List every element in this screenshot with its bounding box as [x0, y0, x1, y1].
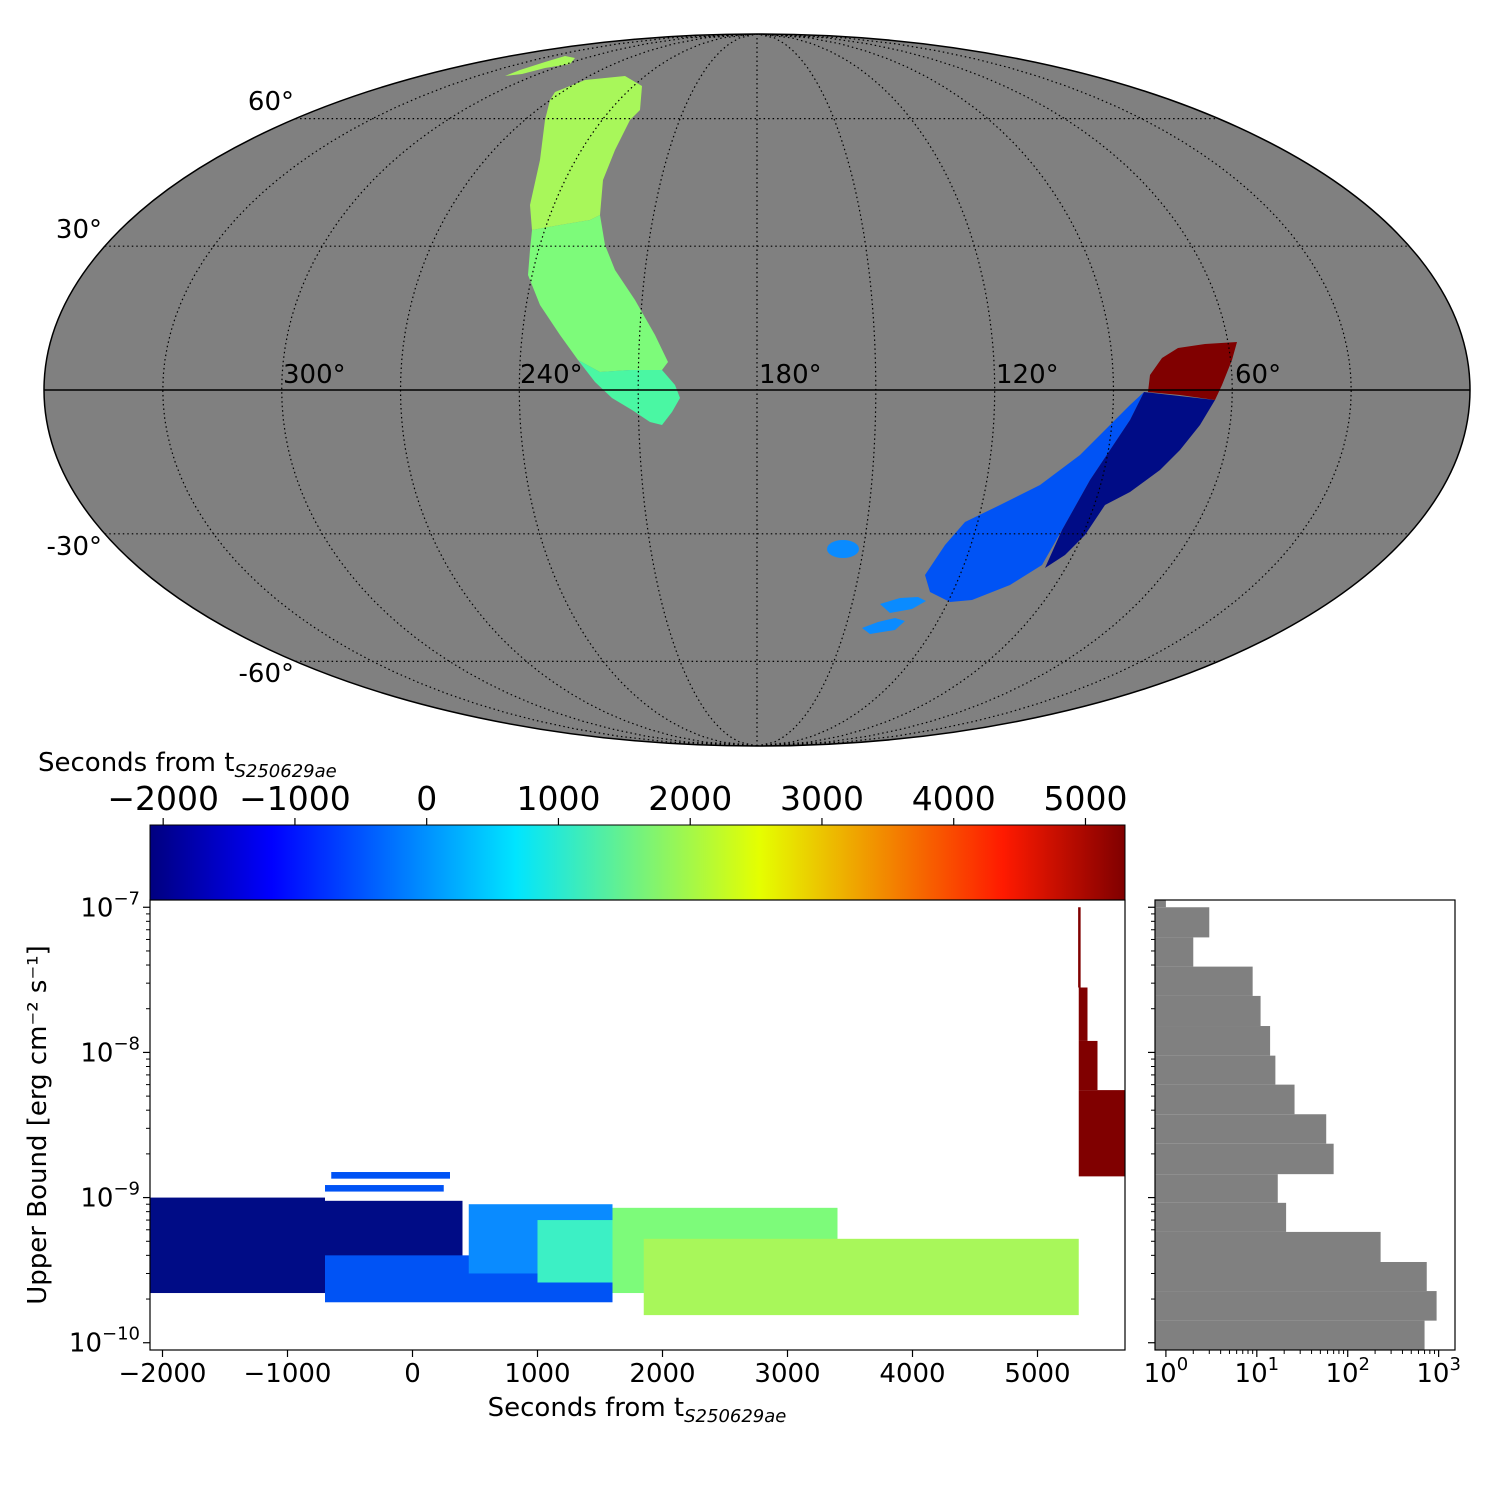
time-window-band: [1078, 1040, 1098, 1091]
histogram-bar: [1155, 1084, 1295, 1115]
hist-x-ticks: 100 101 102 103: [1144, 1350, 1461, 1389]
region-north-upper: [530, 76, 642, 230]
y-tick-label: 10−9: [80, 1179, 140, 1214]
meridian-line: [756, 34, 1352, 746]
lat-label-60: 60°: [248, 87, 294, 117]
histogram-panel: 100 101 102 103: [1144, 899, 1461, 1389]
main-y-ticks: 10−7 10−8 10−9 10−10: [69, 888, 150, 1359]
lon-label-180: 180°: [759, 360, 822, 390]
colorbar-tick-label: 5000: [1043, 779, 1127, 818]
main-plot-frame: [149, 899, 1126, 1351]
region-south-main: [925, 392, 1144, 602]
region-north-top: [505, 56, 575, 76]
lon-label-240: 240°: [520, 360, 583, 390]
histogram-bar: [1155, 900, 1166, 908]
x-tick-label: −1000: [244, 1359, 332, 1389]
map-coordinate-labels: 300° 240° 180° 120° 60° 60° 30° -30° -60…: [47, 87, 1282, 689]
region-south-dark: [1045, 392, 1215, 568]
histogram-bar: [1155, 937, 1194, 967]
histogram-bar: [1155, 1231, 1381, 1262]
time-window-band: [150, 1197, 325, 1294]
time-window-band: [1078, 907, 1081, 988]
lon-label-300: 300°: [283, 360, 346, 390]
colorbar-tick-label: 4000: [912, 779, 996, 818]
colorbar-tick-label: −1000: [239, 779, 351, 818]
x-tick-label: 1000: [504, 1359, 570, 1389]
time-flux-bands: [150, 907, 1125, 1316]
histogram-bar: [1155, 1291, 1437, 1321]
x-tick-label: −2000: [119, 1359, 207, 1389]
colorbar-ticks: −2000 −1000 0 1000 2000 3000 4000 5000: [107, 779, 1127, 825]
region-small-patch: [827, 540, 859, 558]
colorbar-tick-label: 2000: [648, 779, 732, 818]
lat-label-minus30: -30°: [47, 532, 102, 562]
sky-map: 300° 240° 180° 120° 60° 60° 30° -30° -60…: [43, 33, 1471, 747]
colorbar-tick-label: 3000: [780, 779, 864, 818]
main-y-axis-label: Upper Bound [erg cm⁻² s⁻¹]: [23, 945, 53, 1304]
region-south-sliver-2: [862, 618, 905, 634]
histogram-bar: [1155, 995, 1261, 1027]
histogram-bar: [1155, 1143, 1334, 1175]
main-x-ticks: −2000 −1000 0 1000 2000 3000 4000 5000: [119, 1350, 1071, 1389]
x-tick-label: 2000: [629, 1359, 695, 1389]
y-tick-label: 10−7: [80, 888, 140, 923]
hist-x-tick-label: 101: [1235, 1354, 1280, 1389]
x-tick-label: 3000: [754, 1359, 820, 1389]
region-south-sliver-1: [880, 597, 926, 613]
hist-plot-frame: [1154, 899, 1456, 1351]
time-window-band: [643, 1238, 1079, 1316]
region-north-lower: [578, 360, 680, 425]
histogram-bar: [1155, 1202, 1287, 1232]
colorbar: Seconds from tS250629ae −2000 −1000 0 1000 2…: [38, 748, 1127, 901]
histogram-bars: [1155, 900, 1437, 1350]
hist-x-tick-label: 103: [1416, 1354, 1461, 1389]
histogram-bar: [1155, 1174, 1278, 1203]
meridian-line: [162, 34, 758, 746]
histogram-bar: [1155, 1026, 1271, 1056]
y-tick-label: 10−10: [69, 1324, 140, 1359]
lat-label-minus60: -60°: [239, 659, 294, 689]
histogram-bar: [1155, 1320, 1425, 1350]
hist-x-tick-label: 102: [1325, 1354, 1370, 1389]
main-x-axis-label: Seconds from tS250629ae: [488, 1393, 787, 1427]
lon-label-60: 60°: [1235, 360, 1281, 390]
histogram-bar: [1155, 1114, 1327, 1144]
time-window-band: [325, 1185, 444, 1192]
hist-y-ticks: [1148, 906, 1155, 1344]
time-window-band: [1078, 1090, 1125, 1177]
histogram-bar: [1155, 1261, 1427, 1292]
colorbar-tick-label: 0: [416, 779, 437, 818]
histogram-bar: [1155, 966, 1253, 996]
colorbar-gradient: [149, 824, 1126, 901]
x-tick-label: 5000: [1004, 1359, 1070, 1389]
colorbar-label: Seconds from tS250629ae: [38, 748, 337, 782]
colorbar-tick-label: 1000: [516, 779, 600, 818]
x-tick-label: 4000: [879, 1359, 945, 1389]
y-tick-label: 10−8: [80, 1033, 140, 1068]
colorbar-tick-label: −2000: [107, 779, 219, 818]
region-north-middle: [528, 215, 668, 372]
histogram-bar: [1155, 907, 1210, 938]
lon-label-120: 120°: [996, 360, 1059, 390]
map-regions: [505, 56, 1237, 634]
lat-label-30: 30°: [56, 215, 102, 245]
hist-x-tick-label: 100: [1144, 1354, 1189, 1389]
time-window-band: [331, 1172, 450, 1179]
region-south-maroon: [1148, 342, 1237, 400]
upper-bound-panel: −2000 −1000 0 1000 2000 3000 4000 5000 10−7 10−8…: [23, 888, 1126, 1427]
histogram-bar: [1155, 1055, 1276, 1085]
time-window-band: [1078, 987, 1088, 1041]
x-tick-label: 0: [404, 1359, 421, 1389]
